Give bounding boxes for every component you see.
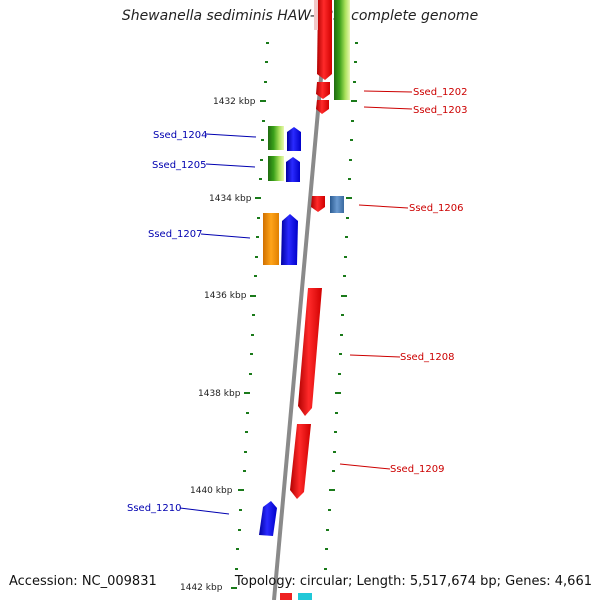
kbp-ticks-left [231,42,269,589]
gene-arrow-ssed-1203[interactable] [316,100,329,114]
gene-arrow-ssed-1207[interactable] [281,214,298,265]
gene-arrow-ssed-1208[interactable] [298,288,322,416]
green-feature-top[interactable] [334,0,350,100]
kbp-label: 1434 kbp [209,194,252,204]
gene-arrow-ssed-1205[interactable] [286,157,300,182]
gene-label-ssed-1202[interactable]: Ssed_1202 [413,87,468,98]
genome-title: Shewanella sediminis HAW-EB3, complete g… [121,8,479,24]
feature-bottom-red[interactable] [280,593,292,600]
gene-arrow-ssed-1210[interactable] [259,501,277,536]
gene-arrow-top-partial[interactable] [317,0,332,80]
feature-strip-top [314,0,318,30]
gene-arrow-ssed-1202[interactable] [316,82,330,99]
kbp-label: 1440 kbp [190,486,233,496]
gene-label-ssed-1207[interactable]: Ssed_1207 [148,229,203,240]
green-feature-1205[interactable] [268,156,284,181]
orange-feature-1207[interactable] [263,213,279,265]
gene-label-ssed-1208[interactable]: Ssed_1208 [400,352,455,363]
kbp-label: 1442 kbp [180,583,223,593]
steelblue-feature-1206[interactable] [330,196,344,213]
gene-arrow-ssed-1206[interactable] [311,196,325,212]
feature-bottom-cyan[interactable] [298,593,312,600]
accession-text: Accession: NC_009831 [9,574,157,589]
gene-arrow-ssed-1204[interactable] [287,127,301,151]
kbp-label: 1438 kbp [198,389,241,399]
gene-label-ssed-1206[interactable]: Ssed_1206 [409,203,464,214]
genome-summary-text: Topology: circular; Length: 5,517,674 bp… [234,574,592,589]
kbp-label: 1432 kbp [213,97,256,107]
leader-lines [179,90,413,515]
gene-arrow-ssed-1209[interactable] [290,424,311,499]
gene-label-ssed-1209[interactable]: Ssed_1209 [390,464,445,475]
gene-label-ssed-1204[interactable]: Ssed_1204 [153,130,208,141]
gene-label-ssed-1203[interactable]: Ssed_1203 [413,105,468,116]
kbp-label: 1436 kbp [204,291,247,301]
kbp-ticks-right [324,42,358,570]
green-feature-1204[interactable] [268,126,284,150]
gene-label-ssed-1205[interactable]: Ssed_1205 [152,160,207,171]
gene-label-ssed-1210[interactable]: Ssed_1210 [127,503,182,514]
